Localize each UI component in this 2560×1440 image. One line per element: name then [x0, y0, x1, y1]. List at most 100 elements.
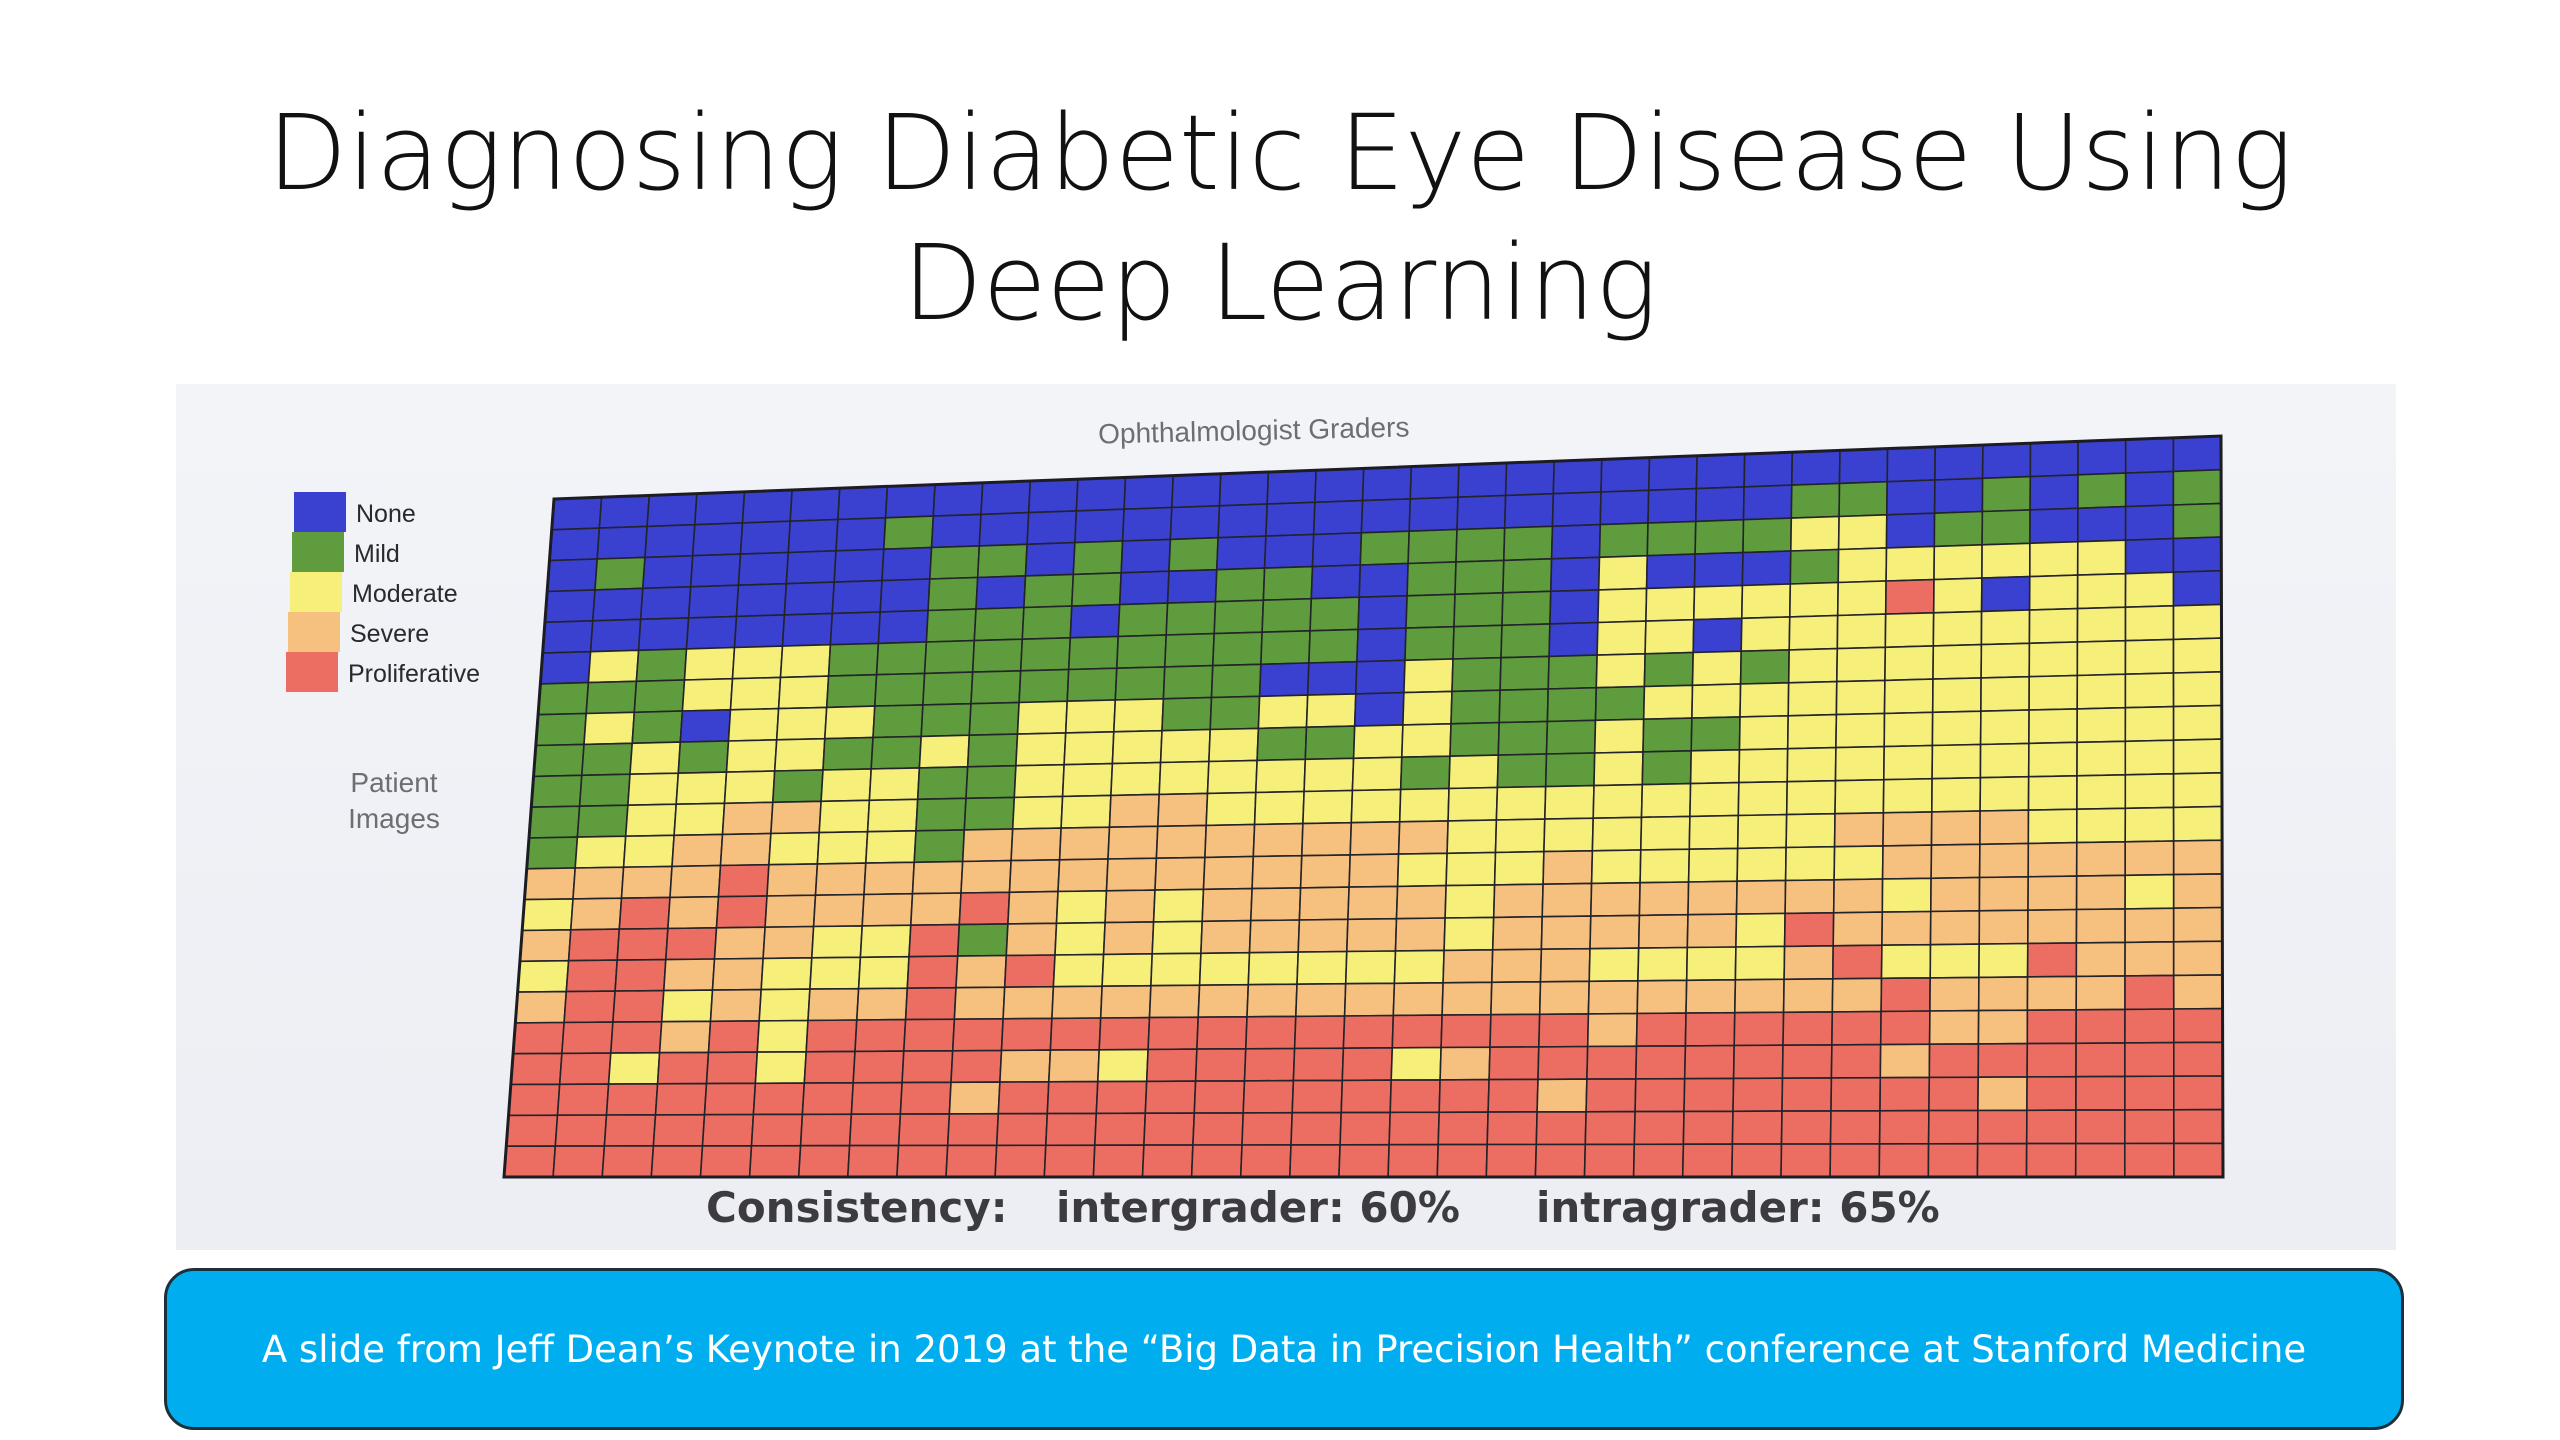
- heatmap-cell: [1546, 686, 1598, 723]
- heatmap-cell: [689, 553, 742, 588]
- heatmap-cell: [1880, 943, 1932, 980]
- heatmap-cell: [1161, 696, 1213, 732]
- heatmap-cell: [633, 679, 686, 714]
- heatmap-cell: [1836, 580, 1887, 617]
- heatmap-cell: [1193, 1080, 1246, 1114]
- heatmap-cell: [2124, 1142, 2175, 1178]
- heatmap-cell: [1788, 614, 1839, 651]
- heatmap-cell: [727, 707, 780, 742]
- heatmap-cell: [930, 513, 982, 549]
- heatmap-cell: [925, 608, 977, 643]
- heatmap-cell: [1642, 717, 1693, 753]
- heatmap-cell: [2172, 974, 2224, 1010]
- heatmap-cell: [1156, 792, 1209, 828]
- heatmap-cell: [731, 645, 784, 680]
- heatmap-cell: [554, 1114, 608, 1147]
- heatmap-cell: [1150, 952, 1202, 987]
- heatmap-cell: [1539, 947, 1591, 983]
- heatmap-cell: [1290, 1111, 1343, 1146]
- heatmap-chart: Ophthalmologist Graders None Mild Moderate…: [286, 411, 2225, 1232]
- heatmap-cell: [857, 955, 910, 990]
- heatmap-cell: [2076, 706, 2127, 744]
- heatmap-cell: [646, 492, 698, 528]
- heatmap-cell: [1790, 482, 1841, 519]
- heatmap-cell: [2074, 1142, 2126, 1178]
- heatmap-cell: [1930, 810, 1981, 846]
- heatmap-cell: [1393, 949, 1445, 985]
- heatmap-cell: [2124, 705, 2175, 743]
- heatmap-cell: [1352, 724, 1404, 760]
- heatmap-cell: [920, 702, 972, 738]
- heatmap-cell: [1599, 489, 1650, 526]
- heatmap-cell: [775, 706, 828, 741]
- heatmap-cell: [1647, 454, 1698, 492]
- heatmap-cell: [2077, 472, 2127, 510]
- heatmap-cell: [1830, 1043, 1882, 1079]
- heatmap-cell: [752, 1082, 806, 1116]
- heatmap-cell: [1837, 513, 1888, 551]
- heatmap-cell: [1835, 646, 1887, 683]
- heatmap-cell: [2026, 942, 2078, 978]
- heatmap-cell: [1497, 720, 1549, 756]
- heatmap-cell: [1838, 447, 1889, 485]
- heatmap-cell: [1634, 1045, 1687, 1080]
- heatmap-cell: [861, 892, 914, 927]
- heatmap-cell: [1055, 889, 1108, 925]
- heatmap-cell: [812, 893, 865, 928]
- heatmap-cell: [1115, 634, 1168, 670]
- heatmap-cell: [881, 546, 933, 582]
- slide-title: Diagnosing Diabetic Eye Disease Using De…: [0, 88, 2560, 348]
- heatmap-cell: [1242, 1079, 1295, 1114]
- heatmap-cell: [561, 1021, 614, 1055]
- heatmap-cell: [1584, 1110, 1636, 1146]
- heatmap-cell: [966, 733, 1019, 768]
- heatmap-cell: [572, 866, 625, 900]
- heatmap-cell: [1445, 851, 1497, 887]
- heatmap-cell: [1929, 943, 1981, 979]
- heatmap-cell: [875, 641, 928, 676]
- heatmap-cell: [601, 1145, 655, 1178]
- heatmap-cell: [1197, 983, 1250, 1019]
- heatmap-cell: [980, 480, 1032, 516]
- heatmap-cell: [1739, 681, 1790, 718]
- heatmap-cell: [1093, 1112, 1147, 1147]
- heatmap-cell: [1304, 725, 1356, 761]
- heatmap-cell: [1044, 1112, 1098, 1147]
- heatmap-cell: [1256, 726, 1308, 762]
- heatmap-cell: [2124, 1041, 2175, 1078]
- heatmap-cell: [503, 1145, 557, 1178]
- heatmap-cell: [2076, 539, 2127, 576]
- heatmap-cell: [2075, 975, 2126, 1011]
- heatmap-cell: [1254, 758, 1307, 794]
- heatmap-cell: [1354, 659, 1406, 695]
- heatmap-cell: [2124, 772, 2175, 810]
- heatmap-cell: [1688, 814, 1740, 851]
- heatmap-cell: [1689, 781, 1740, 818]
- heatmap-cell: [756, 1019, 809, 1053]
- heatmap-cell: [598, 494, 651, 529]
- heatmap-cell: [2028, 607, 2079, 645]
- heatmap-cell: [1977, 1042, 2029, 1079]
- heatmap-cell: [1347, 885, 1399, 921]
- heatmap-cell: [855, 987, 909, 1021]
- heatmap-cell: [1405, 593, 1456, 629]
- heatmap-cell: [1155, 824, 1208, 860]
- heatmap-cell: [2028, 540, 2079, 578]
- heatmap-cell: [1021, 605, 1073, 641]
- heatmap-cell: [532, 743, 585, 778]
- heatmap-cell: [2172, 940, 2224, 977]
- heatmap-cell: [1111, 729, 1163, 765]
- heatmap-cell: [537, 681, 590, 716]
- heatmap-cell: [1305, 693, 1357, 729]
- heatmap-cell: [1836, 613, 1887, 650]
- heatmap-cell: [1296, 950, 1348, 986]
- heatmap-cell: [2076, 740, 2127, 777]
- heatmap-cell: [662, 958, 716, 992]
- heatmap-cell: [1882, 811, 1933, 847]
- heatmap-cell: [879, 578, 931, 613]
- heatmap-cell: [1932, 610, 1983, 647]
- heatmap-cell: [1350, 788, 1402, 824]
- heatmap-cell: [960, 859, 1012, 894]
- heatmap-cell: [2075, 941, 2126, 978]
- heatmap-cell: [1790, 449, 1841, 486]
